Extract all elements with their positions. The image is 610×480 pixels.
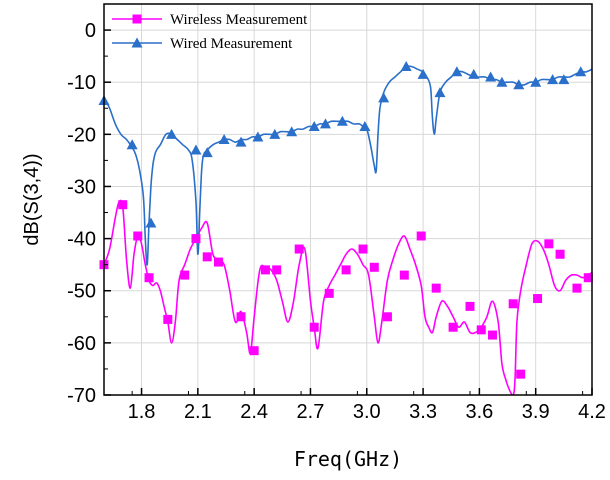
series-marker-2	[235, 136, 247, 147]
legend-label-2: Wired Measurement	[170, 36, 293, 52]
grid	[104, 4, 593, 396]
series-marker-2	[145, 217, 157, 228]
series-marker-1	[144, 273, 154, 283]
series-marker-1	[465, 301, 475, 311]
series-marker-2	[218, 134, 230, 145]
series-marker-1	[236, 312, 246, 322]
y-tick-label: -70	[67, 385, 96, 407]
series-marker-2	[530, 76, 542, 87]
plot-frame	[103, 3, 593, 396]
y-axis-title: dB(S(3,4))	[21, 153, 43, 245]
y-tick-label: 0	[85, 20, 96, 42]
series-marker-1	[118, 200, 128, 210]
series-marker-2	[485, 71, 497, 82]
x-tick-label: 2.1	[184, 401, 212, 423]
x-tick-label: 2.7	[297, 401, 325, 423]
legend-label-1: Wireless Measurement	[170, 12, 308, 28]
marker-layer	[98, 61, 593, 379]
series-marker-1	[324, 288, 334, 298]
y-tick-label: -60	[67, 333, 96, 355]
series-line-2	[104, 65, 592, 266]
y-tick-label: -10	[67, 72, 96, 94]
series-marker-1	[399, 270, 409, 280]
series-marker-1	[431, 283, 441, 293]
series-marker-2	[468, 68, 480, 79]
series-marker-1	[294, 244, 304, 254]
x-tick-label: 2.4	[240, 401, 268, 423]
axis-ticks: 1.8 2.1 2.4 2.7 3.0 3.3 3.6 3.9 4.2 0 -10 -20 -30 -40…	[67, 20, 606, 423]
series-marker-1	[202, 252, 212, 262]
series-marker-1	[309, 322, 319, 332]
x-axis-title: Freq(GHz)	[294, 447, 402, 471]
series-marker-1	[516, 369, 526, 379]
series-marker-1	[341, 265, 351, 275]
series-marker-1	[572, 283, 582, 293]
series-marker-2	[190, 144, 202, 155]
x-tick-label: 3.0	[353, 401, 381, 423]
series-marker-1	[358, 244, 368, 254]
x-tick-label: 3.6	[465, 401, 493, 423]
series-marker-1	[260, 265, 270, 275]
series-marker-2	[336, 115, 348, 126]
series-marker-2	[166, 128, 178, 139]
series-marker-1	[544, 239, 554, 249]
series-marker-1	[213, 257, 223, 267]
series-marker-1	[382, 312, 392, 322]
series-marker-1	[508, 299, 518, 309]
series-marker-2	[434, 87, 446, 98]
series-marker-1	[416, 231, 426, 241]
series-marker-2	[400, 61, 412, 72]
series-marker-1	[533, 294, 543, 304]
series-marker-1	[555, 249, 565, 259]
legend-marker-2	[131, 37, 143, 48]
y-tick-label: -20	[67, 124, 96, 146]
series-marker-2	[496, 76, 508, 87]
series-marker-1	[163, 314, 173, 324]
series-marker-2	[378, 92, 390, 103]
series-marker-2	[451, 66, 463, 77]
series-marker-1	[476, 325, 486, 335]
series-marker-1	[249, 346, 259, 356]
x-tick-label: 3.9	[522, 401, 550, 423]
series-marker-2	[252, 131, 264, 142]
series-marker-1	[180, 270, 190, 280]
legend: Wireless Measurement Wired Measurement	[112, 12, 308, 52]
series-marker-2	[126, 139, 138, 150]
series-marker-2	[558, 74, 570, 85]
x-tick-label: 4.2	[578, 401, 606, 423]
y-tick-label: -50	[67, 281, 96, 303]
series-marker-1	[272, 265, 282, 275]
series-marker-1	[191, 234, 201, 244]
series-marker-1	[488, 330, 498, 340]
series-marker-2	[201, 147, 213, 158]
series-marker-2	[319, 118, 331, 129]
series-marker-2	[359, 121, 371, 132]
y-tick-label: -30	[67, 176, 96, 198]
series-marker-2	[575, 66, 587, 77]
series-marker-2	[513, 79, 525, 90]
series-marker-2	[547, 74, 559, 85]
x-tick-label: 1.8	[128, 401, 156, 423]
series-marker-2	[269, 128, 281, 139]
x-tick-label: 3.3	[409, 401, 437, 423]
series-marker-2	[286, 126, 298, 137]
y-tick-label: -40	[67, 229, 96, 251]
series-marker-1	[583, 273, 593, 283]
series-marker-1	[369, 262, 379, 272]
series-marker-1	[448, 322, 458, 332]
series-marker-2	[417, 68, 429, 79]
legend-marker-1	[132, 14, 142, 24]
series-marker-2	[308, 121, 320, 132]
series-line-1	[104, 199, 592, 395]
series-marker-1	[133, 231, 143, 241]
series-layer	[104, 65, 592, 395]
